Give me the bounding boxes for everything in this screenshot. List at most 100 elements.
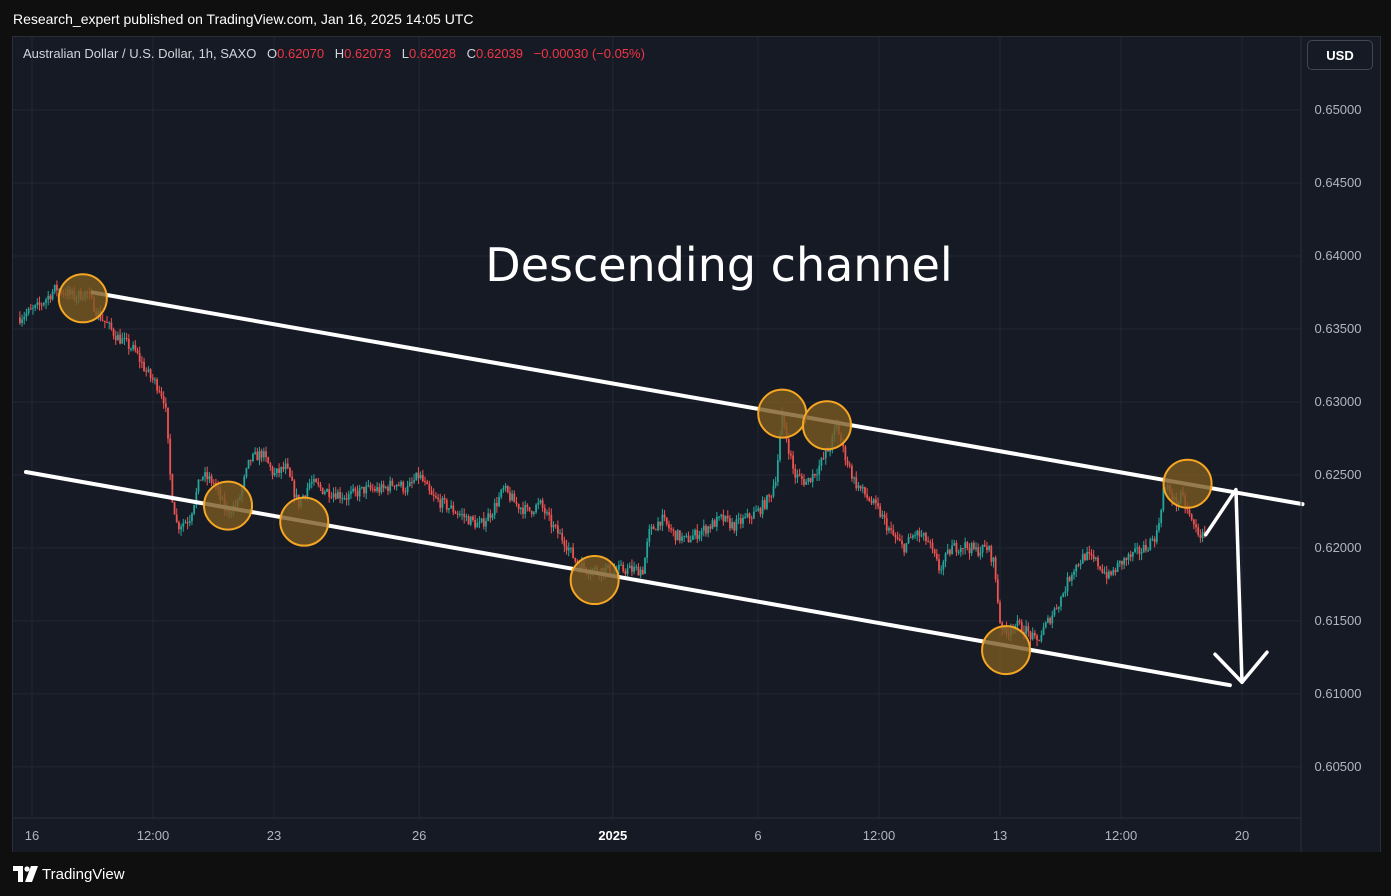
candle-body (692, 535, 694, 540)
touch-marker[interactable] (757, 388, 808, 439)
candle-body (552, 525, 555, 528)
candle-body (199, 479, 202, 481)
candle-body (526, 505, 529, 508)
candle-body (848, 464, 851, 467)
candle-body (829, 449, 832, 452)
candle-body (938, 559, 940, 571)
candle-body (550, 514, 553, 528)
candle-body (918, 530, 921, 537)
candle-body (744, 516, 747, 518)
open-label: O (267, 46, 278, 61)
candle-body (286, 463, 289, 468)
candle-body (541, 500, 544, 508)
chart-panel[interactable]: Descending channel 0.65000 0.64500 0.64000… (12, 36, 1381, 854)
candle-body (271, 467, 274, 476)
candle-body (140, 361, 143, 363)
candle-body (517, 503, 520, 510)
touch-marker[interactable] (569, 555, 620, 606)
candle-body (807, 477, 810, 482)
candle-body (524, 505, 527, 514)
candle-body (635, 566, 638, 568)
tradingview-logo-icon[interactable] (13, 866, 39, 882)
candle-body (530, 510, 533, 515)
projection-arrow-head[interactable] (1213, 650, 1269, 684)
candle-body (698, 535, 701, 539)
candle-body (962, 548, 964, 550)
candle-body (1066, 577, 1069, 592)
channel-upper-line[interactable] (90, 290, 1305, 507)
price-tick-label: 0.61500 (1315, 613, 1362, 628)
candle-body (942, 561, 945, 570)
candle-body (210, 476, 213, 483)
candle-body (901, 540, 903, 545)
brand-name[interactable]: TradingView (42, 866, 125, 883)
candle-body (354, 488, 357, 491)
candle-body (485, 521, 487, 527)
projection-arrow-line[interactable] (1203, 487, 1244, 684)
candle-body (944, 553, 947, 562)
candle-body (269, 463, 272, 468)
candle-body (450, 505, 453, 509)
candle-body (711, 520, 714, 529)
candle-body (1088, 551, 1091, 554)
candle-body (374, 489, 376, 491)
price-chart[interactable]: Descending channel 0.65000 0.64500 0.64000… (13, 37, 1380, 853)
candle-body (247, 459, 250, 469)
candle-body (114, 335, 117, 341)
candle-body (617, 564, 620, 570)
candle-body (334, 493, 337, 499)
candle-body (365, 485, 368, 494)
candle-body (626, 568, 629, 574)
candle-body (456, 513, 459, 515)
candle-body (193, 505, 196, 514)
touch-marker[interactable] (981, 625, 1032, 676)
touch-marker[interactable] (1162, 458, 1213, 509)
touch-marker[interactable] (801, 400, 852, 451)
candle-body (1131, 552, 1134, 557)
candle-body (981, 544, 984, 553)
candle-body (746, 513, 749, 517)
candle-body (498, 496, 500, 507)
candle-body (811, 473, 814, 482)
candle-body (511, 493, 514, 501)
candle-body (1040, 634, 1043, 641)
candle-body (145, 371, 148, 373)
touch-marker[interactable] (57, 273, 108, 324)
candle-body (121, 338, 124, 344)
candle-body (689, 539, 692, 543)
time-tick-label: 12:00 (863, 828, 896, 843)
candle-body (40, 304, 43, 306)
candle-body (402, 481, 405, 492)
candle-body (280, 467, 283, 473)
candle-body (369, 485, 372, 489)
candle-body (134, 344, 137, 351)
time-tick-label: 2025 (598, 828, 627, 843)
candle-body (800, 475, 803, 480)
candle-body (650, 526, 653, 529)
candle-body (1199, 534, 1202, 539)
candle-body (49, 295, 52, 300)
candle-body (759, 508, 762, 515)
candle-body (341, 498, 344, 500)
candle-body (946, 549, 949, 554)
candle-body (949, 549, 951, 555)
time-tick-label: 16 (25, 828, 39, 843)
candle-body (683, 535, 686, 537)
candle-body (654, 529, 657, 531)
candle-body (796, 474, 799, 478)
candle-body (332, 493, 335, 498)
candle-body (748, 513, 751, 519)
candle-body (387, 486, 389, 491)
candle-body (1118, 560, 1121, 564)
currency-button[interactable]: USD (1307, 40, 1373, 70)
candle-body (1036, 635, 1038, 640)
candle-body (809, 477, 812, 482)
candle-body (787, 439, 790, 454)
candle-body (661, 514, 664, 526)
candle-body (996, 579, 999, 603)
touch-marker[interactable] (203, 480, 254, 531)
candle-body (171, 474, 174, 503)
touch-marker[interactable] (279, 496, 330, 547)
time-tick-label: 12:00 (137, 828, 170, 843)
candle-body (1099, 566, 1102, 570)
